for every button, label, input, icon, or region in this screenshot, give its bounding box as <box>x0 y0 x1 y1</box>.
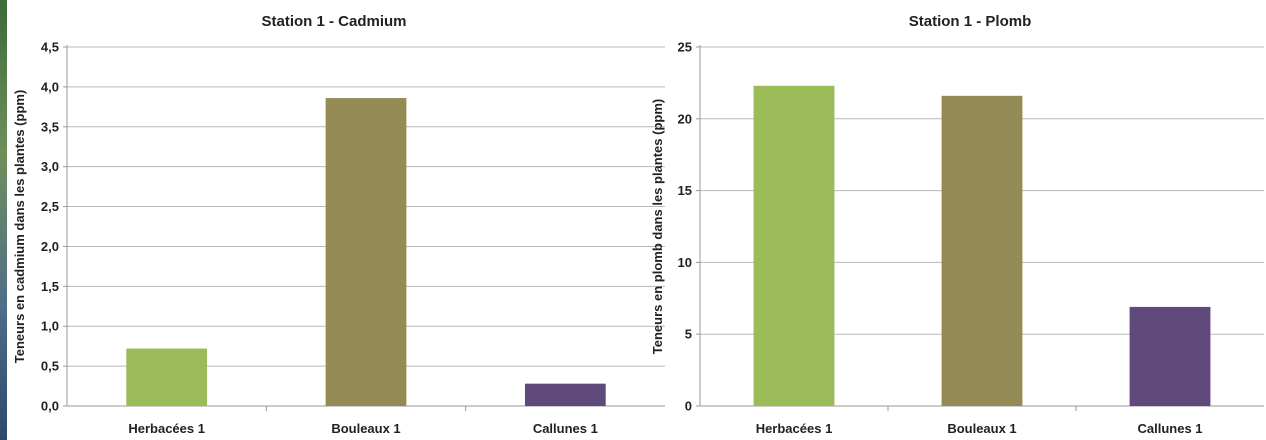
photo-edge-decoration <box>0 0 7 440</box>
y-tick-label: 20 <box>678 111 692 126</box>
x-category-label: Bouleaux 1 <box>331 421 400 436</box>
bar <box>126 348 208 406</box>
y-tick-label: 0,5 <box>41 359 59 374</box>
x-category-label: Bouleaux 1 <box>947 421 1016 436</box>
y-tick-label: 25 <box>678 40 692 55</box>
y-tick-label: 0 <box>685 399 692 414</box>
x-category-label: Callunes 1 <box>533 421 598 436</box>
y-tick-label: 15 <box>678 183 692 198</box>
y-tick-label: 3,5 <box>41 119 59 134</box>
y-tick-label: 2,5 <box>41 199 59 214</box>
y-tick-label: 1,0 <box>41 319 59 334</box>
bar <box>325 98 407 407</box>
bar <box>753 85 835 406</box>
x-category-label: Herbacées 1 <box>756 421 833 436</box>
y-tick-label: 2,0 <box>41 239 59 254</box>
y-axis-label: Teneurs en plomb dans les plantes (ppm) <box>650 99 665 354</box>
chart-title: Station 1 - Plomb <box>909 13 1032 30</box>
y-tick-label: 3,0 <box>41 159 59 174</box>
y-tick-label: 4,5 <box>41 40 59 55</box>
bar <box>941 95 1023 406</box>
bar <box>524 383 606 406</box>
y-tick-label: 0,0 <box>41 399 59 414</box>
bar <box>1129 306 1211 406</box>
y-axis-label: Teneurs en cadmium dans les plantes (ppm… <box>12 90 27 364</box>
y-tick-label: 1,5 <box>41 279 59 294</box>
x-category-label: Callunes 1 <box>1137 421 1202 436</box>
y-tick-label: 5 <box>685 327 692 342</box>
y-tick-label: 10 <box>678 255 692 270</box>
y-tick-label: 4,0 <box>41 79 59 94</box>
chart-title: Station 1 - Cadmium <box>261 13 406 30</box>
x-category-label: Herbacées 1 <box>128 421 205 436</box>
